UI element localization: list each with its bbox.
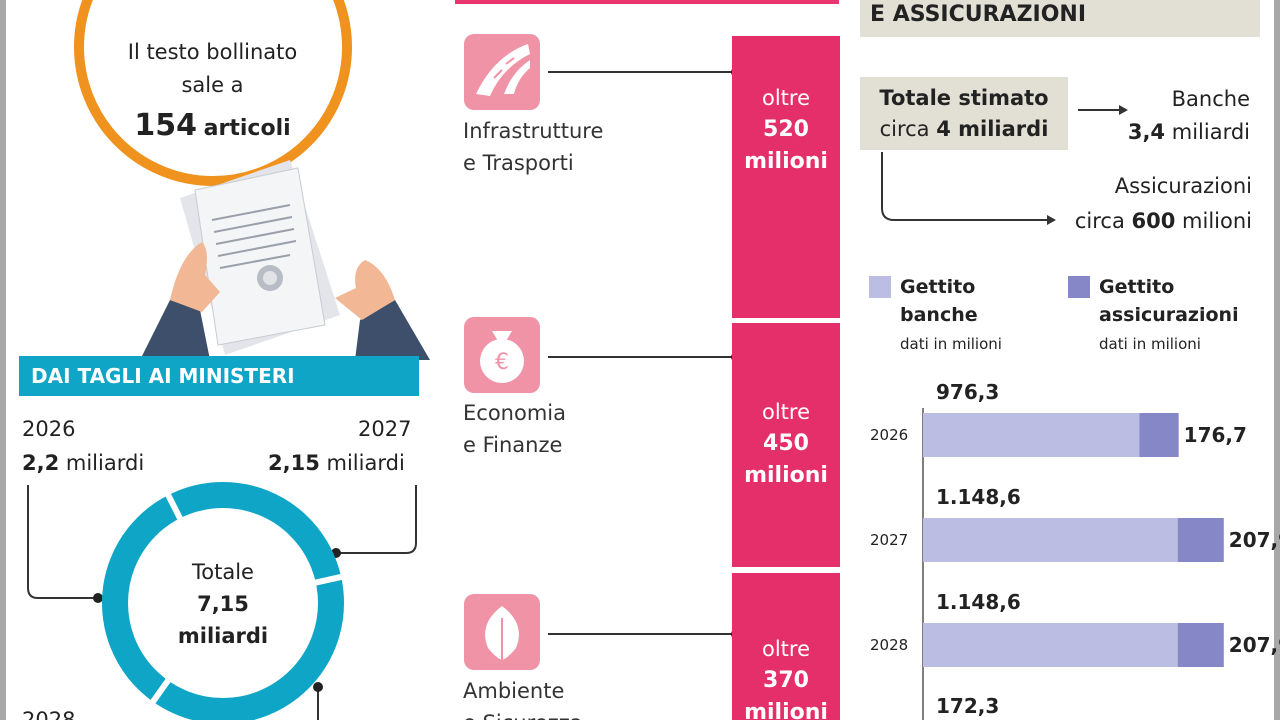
cuts-donut-connectors xyxy=(27,485,417,720)
donut-center: Totale 7,15 miliardi xyxy=(150,556,296,652)
road-icon xyxy=(464,34,540,110)
insurance-bar-2026 xyxy=(1139,413,1179,457)
articles-count: 154 xyxy=(134,108,197,143)
legend-banks-title-1: Gettito xyxy=(900,276,976,298)
svg-text:€: € xyxy=(495,350,509,375)
ministry-1-connector xyxy=(548,71,734,73)
ministry-3-prefix: oltre xyxy=(761,637,810,661)
year-2026-unit: miliardi xyxy=(65,451,145,475)
estimated-total-title: Totale stimato xyxy=(879,86,1049,110)
banks-section-header: E ASSICURAZIONI xyxy=(860,0,1260,37)
insurance-bar-2028 xyxy=(1177,623,1224,667)
revenue-bar-chart: 976,3 2026 176,7 1.148,6 2027 207,9 1.148,6 202… xyxy=(870,380,1280,720)
middle-top-bar xyxy=(455,0,839,4)
bank-value-label-2028: 1.148,6 xyxy=(936,590,1021,614)
year-2027-unit: miliardi xyxy=(326,451,405,475)
year-2026-label: 2026 xyxy=(22,417,76,441)
year-label-2027: 2027 xyxy=(870,531,908,549)
year-2027-value: 2,15 miliardi xyxy=(268,451,405,475)
legend-insurance-title-2: assicurazioni xyxy=(1099,304,1239,326)
year-2026-amount: 2,2 xyxy=(22,451,60,475)
banks-label: Banche xyxy=(1171,87,1250,111)
legend-banks-sub: dati in milioni xyxy=(900,335,1002,353)
ministry-2-line-1: Economia xyxy=(463,401,566,425)
ministry-2-prefix: oltre xyxy=(761,400,810,424)
insurance-value-label-2027: 207,9 xyxy=(1229,528,1280,552)
insurance-prefix: circa xyxy=(1074,209,1125,233)
insurance-bar-2027 xyxy=(1177,518,1224,562)
banks-value: 3,4 xyxy=(1127,120,1166,144)
insurance-value-line: circa 600 milioni xyxy=(1040,205,1252,238)
ministry-1-line-1: Infrastrutture xyxy=(463,119,604,143)
insurance-value-label-2026: 176,7 xyxy=(1184,423,1247,447)
estimated-total-box: Totale stimato circa 4 miliardi xyxy=(860,77,1068,150)
year-2028-label: 2028 xyxy=(22,708,76,720)
partial-value-label: 172,3 xyxy=(936,694,999,718)
ministry-1-prefix: oltre xyxy=(761,86,810,110)
insurance-value-label-2028: 207,9 xyxy=(1229,633,1280,657)
year-2026-value: 2,2 miliardi xyxy=(22,451,144,475)
estimated-total-prefix: circa xyxy=(879,117,930,141)
cuts-donut-chart xyxy=(102,480,346,720)
legend-insurance-swatch xyxy=(1068,276,1090,298)
ministry-2-amount: 450 xyxy=(763,431,809,456)
donut-total-value: 7,15 xyxy=(197,592,249,616)
ministry-3-line-1: Ambiente xyxy=(463,679,565,703)
ministry-1-line-2: e Trasporti xyxy=(463,151,574,175)
document-line-1: Il testo bollinato xyxy=(127,40,298,64)
year-2027-label: 2027 xyxy=(358,417,412,441)
legend-insurance-sub: dati in milioni xyxy=(1099,335,1201,353)
year-label-2026: 2026 xyxy=(870,426,908,444)
hands-document-icon xyxy=(140,160,430,360)
money-bag-euro-icon: € xyxy=(464,317,540,393)
bank-bar-2026 xyxy=(923,413,1140,457)
ministry-3-amount-block: oltre 370 milioni xyxy=(732,573,840,720)
bank-bar-2027 xyxy=(923,518,1178,562)
year-label-2028: 2028 xyxy=(870,636,908,654)
insurance-label: Assicurazioni xyxy=(1114,174,1252,198)
legend-insurance-title-1: Gettito xyxy=(1099,276,1175,298)
ministry-3-unit: milioni xyxy=(744,700,828,720)
bank-bar-2028 xyxy=(923,623,1178,667)
leaf-icon xyxy=(464,594,540,670)
document-count-line: 154 articoli xyxy=(105,110,320,144)
legend-banks-swatch xyxy=(869,276,891,298)
year-2027-amount: 2,15 xyxy=(268,451,320,475)
donut-total-unit: miliardi xyxy=(177,624,269,648)
banks-value-line: 3,4 miliardi xyxy=(1060,116,1250,149)
right-frame xyxy=(1274,0,1280,720)
articles-count-suffix: articoli xyxy=(203,116,291,141)
document-line-2: sale a xyxy=(181,73,244,97)
ministry-2-unit: milioni xyxy=(744,463,828,488)
cuts-section-title: DAI TAGLI AI MINISTERI xyxy=(19,356,419,396)
ministry-3-connector xyxy=(548,633,734,635)
ministry-2-amount-block: oltre 450 milioni xyxy=(732,323,840,567)
insurance-value: 600 xyxy=(1131,209,1176,233)
bank-value-label-2027: 1.148,6 xyxy=(936,485,1021,509)
ministry-3-line-2: e Sicurezza xyxy=(463,707,583,720)
left-frame xyxy=(0,0,6,720)
estimated-total-value: 4 miliardi xyxy=(936,117,1049,141)
ministry-2-line-2: e Finanze xyxy=(463,433,563,457)
total-split-arrows xyxy=(881,105,1128,225)
bank-value-label-2026: 976,3 xyxy=(936,380,999,404)
ministry-2-connector xyxy=(548,356,734,358)
ministry-3-amount: 370 xyxy=(763,668,809,693)
donut-total-label: Totale xyxy=(192,560,254,584)
banks-unit: miliardi xyxy=(1171,120,1250,144)
ministry-1-amount-block: oltre 520 milioni xyxy=(732,36,840,318)
insurance-unit: milioni xyxy=(1182,209,1252,233)
ministry-1-amount: 520 xyxy=(763,117,809,142)
ministry-1-unit: milioni xyxy=(744,149,828,174)
legend-banks-title-2: banche xyxy=(900,304,978,326)
